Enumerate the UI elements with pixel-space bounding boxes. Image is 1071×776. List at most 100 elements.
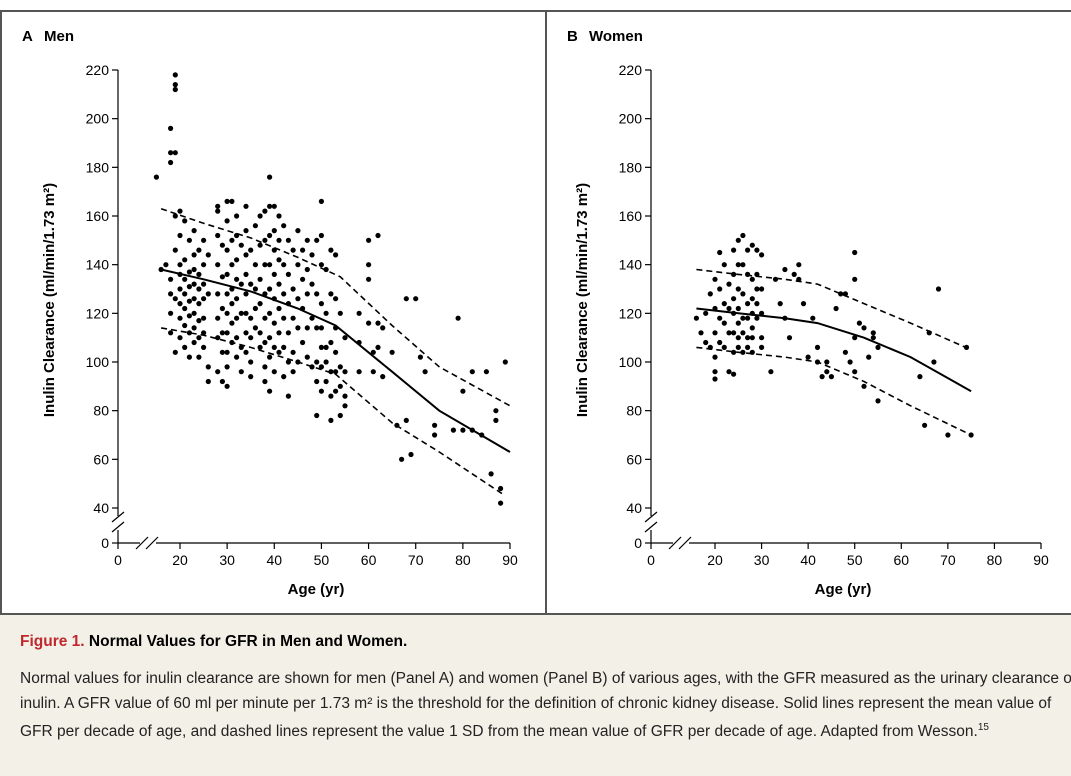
panel-a-data-point bbox=[342, 369, 348, 375]
panel-a-data-point bbox=[262, 262, 268, 268]
panel-a-data-point bbox=[224, 198, 230, 204]
panel-a-data-point bbox=[271, 369, 277, 375]
panel-a-data-point bbox=[191, 281, 197, 287]
panel-a-x-tick-label: 0 bbox=[114, 552, 122, 568]
panel-a-data-point bbox=[191, 296, 197, 302]
panel-b-data-point bbox=[721, 301, 727, 307]
panel-a-data-point bbox=[318, 301, 324, 307]
panel-a-data-point bbox=[333, 369, 339, 375]
panel-a-data-point bbox=[314, 291, 320, 297]
panel-a-data-point bbox=[224, 349, 230, 355]
panel-b-title: Women bbox=[589, 28, 643, 45]
panel-a-data-point bbox=[295, 228, 301, 234]
frame-bottom-border bbox=[0, 613, 1071, 615]
panel-a-data-point bbox=[215, 335, 221, 341]
panel-a-data-point bbox=[399, 456, 405, 462]
panel-a-data-point bbox=[191, 252, 197, 258]
panel-a-data-point bbox=[328, 291, 334, 297]
panel-a-data-point bbox=[328, 247, 334, 253]
panel-a-data-point bbox=[229, 198, 235, 204]
panel-a-data-point bbox=[168, 291, 174, 297]
panel-a-data-point bbox=[252, 325, 258, 331]
panel-a-data-point bbox=[262, 208, 268, 214]
panel-a-data-point bbox=[205, 252, 211, 258]
panel-a-data-point bbox=[276, 305, 282, 312]
panel-b-data-point bbox=[819, 374, 825, 380]
panel-b-data-point bbox=[717, 286, 723, 292]
panel-a-data-point bbox=[318, 388, 324, 394]
panel-b-data-point bbox=[759, 344, 765, 350]
panel-b-data-point bbox=[810, 315, 816, 321]
panel-a-data-point bbox=[337, 310, 343, 316]
panel-a-letter: A bbox=[22, 28, 33, 45]
panel-a-data-point bbox=[262, 237, 268, 243]
panel-b-x-tick-label: 30 bbox=[754, 552, 770, 568]
panel-a-data-point bbox=[191, 339, 197, 346]
panel-a-y-tick-label: 60 bbox=[93, 451, 109, 467]
panel-a-data-point bbox=[333, 388, 339, 394]
panel-a-data-point bbox=[290, 286, 296, 292]
panel-b-y-tick-label: 100 bbox=[619, 354, 643, 370]
panel-a-data-point bbox=[267, 174, 273, 180]
panel-a-data-point bbox=[234, 296, 240, 302]
panel-a-data-point bbox=[389, 349, 395, 355]
panel-a-y-tick-label: 180 bbox=[86, 159, 110, 175]
panel-b-data-point bbox=[754, 301, 760, 307]
panel-b-data-point bbox=[745, 301, 751, 307]
panel-a-data-point bbox=[309, 364, 315, 370]
panel-a-data-point bbox=[271, 228, 277, 234]
panel-b-data-point bbox=[712, 330, 718, 336]
panel-a-data-point bbox=[417, 354, 423, 360]
panel-a-data-point bbox=[262, 339, 268, 346]
panel-a-data-point bbox=[243, 228, 249, 234]
panel-a-data-point bbox=[168, 310, 174, 316]
panel-b-y-tick-label: 180 bbox=[619, 159, 643, 175]
panel-b-x-axis-title: Age (yr) bbox=[815, 581, 872, 598]
panel-a-data-point bbox=[177, 301, 183, 307]
panel-a-data-point bbox=[234, 315, 240, 321]
panel-a-data-point bbox=[262, 364, 268, 370]
panel-a-data-point bbox=[333, 296, 339, 302]
panel-b-data-point bbox=[786, 335, 793, 341]
panel-a-data-point bbox=[493, 417, 499, 423]
panel-b-data-point bbox=[852, 335, 858, 341]
panel-a-data-point bbox=[243, 310, 249, 316]
panel-b-data-point bbox=[931, 359, 937, 365]
panel-a-data-point bbox=[337, 383, 343, 389]
panel-a-sd-line bbox=[160, 207, 511, 407]
panel-b-data-point bbox=[731, 247, 737, 253]
panel-a-data-point bbox=[177, 286, 183, 292]
panel-a-data-point bbox=[182, 322, 188, 329]
panel-a-y-tick-label: 100 bbox=[86, 354, 110, 370]
panel-b-y-tick-label: 60 bbox=[626, 451, 642, 467]
panel-a-data-point bbox=[408, 451, 414, 458]
panel-a-data-point bbox=[219, 349, 225, 355]
panel-a-data-point bbox=[229, 237, 235, 243]
panel-a-data-point bbox=[295, 296, 301, 302]
panel-a-data-point bbox=[243, 349, 249, 355]
panel-b-data-point bbox=[791, 271, 797, 277]
panel-a-data-point bbox=[267, 310, 273, 316]
panel-b-x-tick-label: 80 bbox=[987, 552, 1003, 568]
panel-a-data-point bbox=[356, 310, 362, 316]
panel-a-data-point bbox=[267, 388, 273, 394]
panel-a-data-point bbox=[337, 364, 343, 370]
panel-a-data-point bbox=[186, 330, 192, 336]
panel-b-data-point bbox=[740, 315, 746, 321]
panel-b-data-point bbox=[740, 349, 746, 355]
panel-b-data-point bbox=[740, 232, 746, 239]
panel-a-data-point bbox=[243, 203, 249, 209]
panel-a-data-point bbox=[172, 86, 178, 93]
panel-b-y-tick-label: 80 bbox=[626, 403, 642, 419]
panel-b-x-tick-label: 50 bbox=[847, 552, 863, 568]
panel-a-data-point bbox=[205, 291, 211, 297]
panel-a-data-point bbox=[342, 403, 348, 409]
panel-a-data-point bbox=[201, 262, 207, 268]
panel-a-data-point bbox=[224, 330, 230, 336]
panel-a-data-point bbox=[177, 208, 183, 214]
panel-a-data-point bbox=[163, 262, 169, 268]
panel-b-data-point bbox=[717, 249, 723, 256]
panel-b-data-point bbox=[721, 320, 727, 326]
panel-a-data-point bbox=[276, 281, 282, 287]
panel-a-x-tick-label: 80 bbox=[455, 552, 471, 568]
